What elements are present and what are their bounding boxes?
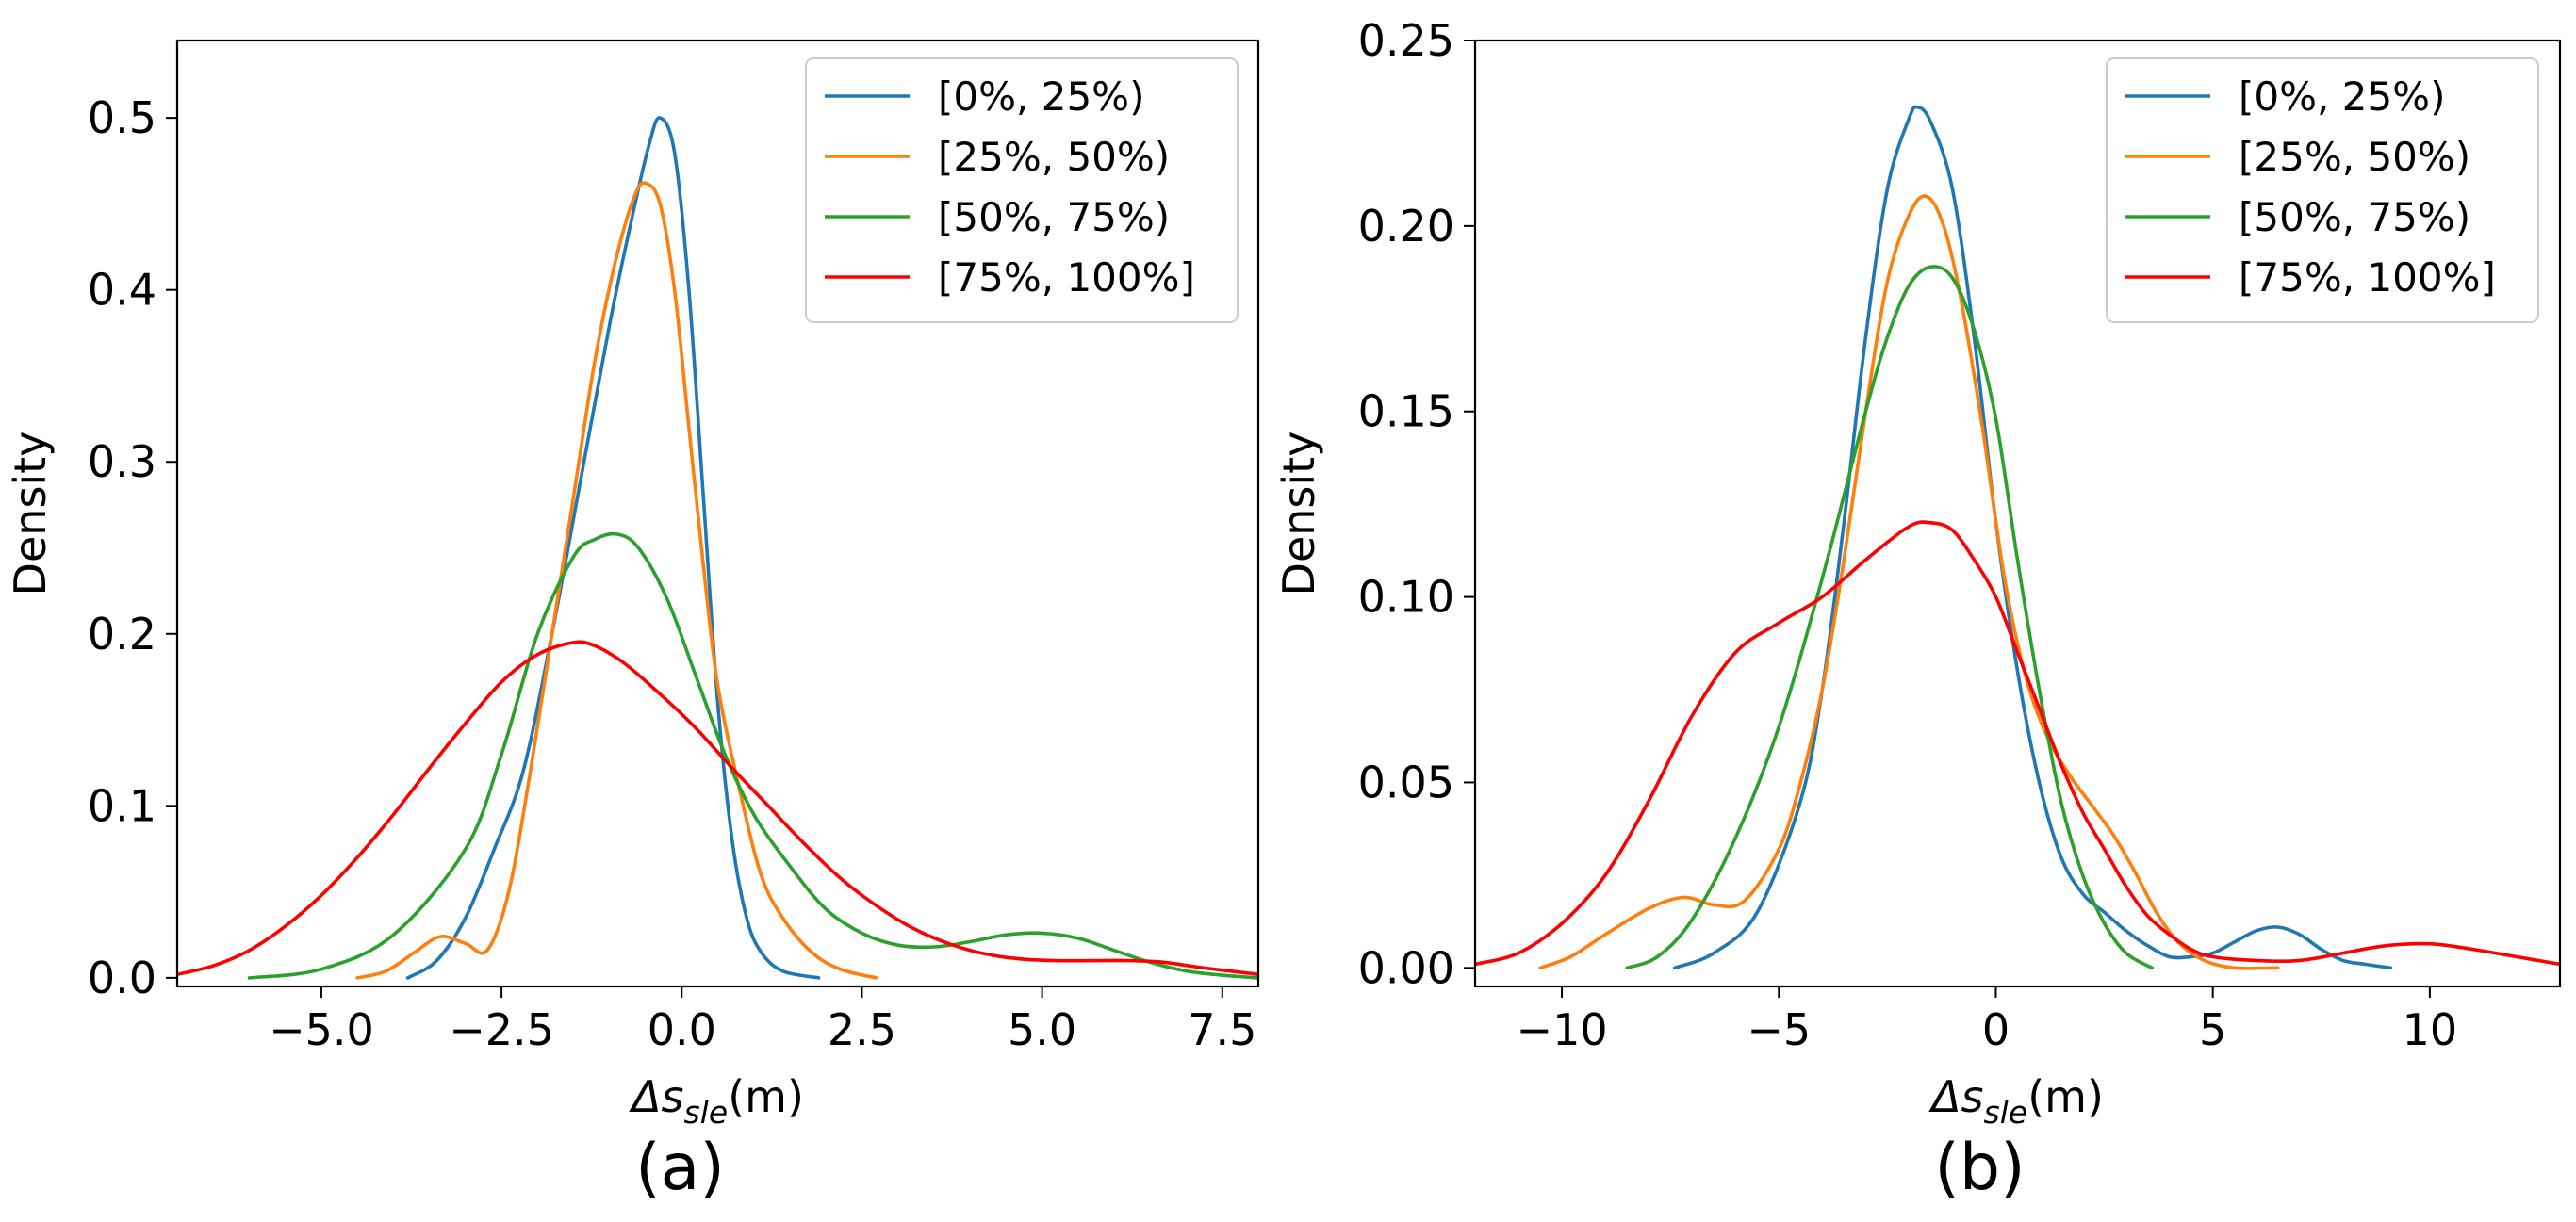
x-tick-label: −2.5 [449,1004,554,1055]
legend-box [2106,57,2539,323]
x-axis-label-unit: (m) [728,1071,804,1122]
series-line-4 [1475,520,2560,967]
x-tick-label: 10 [2403,1004,2458,1055]
axes-frame [175,39,1260,988]
series-lines [177,116,1258,980]
y-tick-label: 0.0 [88,953,156,1003]
legend-label: [0%, 25%) [938,73,1144,120]
x-axis-label-subscript: sle [1984,1094,2028,1131]
x-axis-label-main: Δs [629,1071,683,1122]
legend-label: [50%, 75%) [2239,194,2470,240]
x-axis-label: Δssle(m) [629,1071,804,1131]
x-tick-label: 5 [2199,1004,2226,1055]
panel-b: −10 −5 0 5 10 0.00 0.05 0.10 0.15 0.20 0.25 Density… [1273,15,2562,1205]
y-tick-label: 0.00 [1358,942,1454,993]
series-line-3 [247,531,1258,980]
y-axis-label: Density [1273,432,1324,596]
legend-label: [75%, 100%] [938,254,1195,301]
y-tick-label: 0.20 [1358,201,1454,252]
x-axis-label: Δssle(m) [1928,1071,2104,1131]
x-tick-label: 0 [1982,1004,2010,1055]
series-line-1 [405,116,821,980]
legend-label: [75%, 100%] [2239,254,2496,301]
x-tick-label: 7.5 [1188,1004,1256,1055]
y-tick-label: 0.2 [88,609,156,660]
legend-label: [25%, 50%) [938,134,1170,180]
x-tick-label: −5.0 [269,1004,374,1055]
legend-box [805,57,1239,323]
legend-label: [25%, 50%) [2239,134,2470,180]
x-axis-label-unit: (m) [2027,1071,2104,1122]
legend-label: [0%, 25%) [2239,73,2445,120]
x-axis-label-subscript: sle [684,1094,729,1131]
x-tick-label: 0.0 [648,1004,716,1055]
x-tick-label: −5 [1747,1004,1811,1055]
y-tick-label: 0.1 [88,780,156,831]
series-lines [1475,105,2560,970]
series-line-1 [1673,105,2393,970]
y-tick-label: 0.05 [1358,757,1454,807]
axes-frame [1473,39,2562,988]
y-tick-label: 0.4 [88,265,156,316]
legend: [0%, 25%) [25%, 50%) [50%, 75%) [75%, 100%] [805,57,1239,323]
y-tick-label: 0.25 [1358,15,1454,66]
y-tick-label: 0.10 [1358,572,1454,623]
y-tick-label: 0.3 [88,436,156,487]
legend-label: [50%, 75%) [938,194,1170,240]
x-tick-label: 5.0 [1008,1004,1076,1055]
series-line-2 [355,181,878,980]
x-tick-label: −10 [1517,1004,1608,1055]
legend: [0%, 25%) [25%, 50%) [50%, 75%) [75%, 100%] [2106,57,2539,323]
series-line-4 [177,640,1258,976]
x-tick-label: 2.5 [828,1004,896,1055]
y-tick-label: 0.15 [1358,386,1454,437]
y-tick-label: 0.5 [88,92,156,143]
series-line-2 [1538,194,2280,970]
x-axis-label-main: Δs [1928,1071,1983,1122]
series-line-3 [1625,265,2154,970]
panel-a: −5.0 −2.5 0.0 2.5 5.0 7.5 0.0 0.1 0.2 0.3 0.4 0.5 De… [5,39,1260,1205]
panel-label: (a) [635,1131,725,1205]
y-axis-label: Density [5,432,56,596]
panel-label: (b) [1934,1131,2025,1205]
